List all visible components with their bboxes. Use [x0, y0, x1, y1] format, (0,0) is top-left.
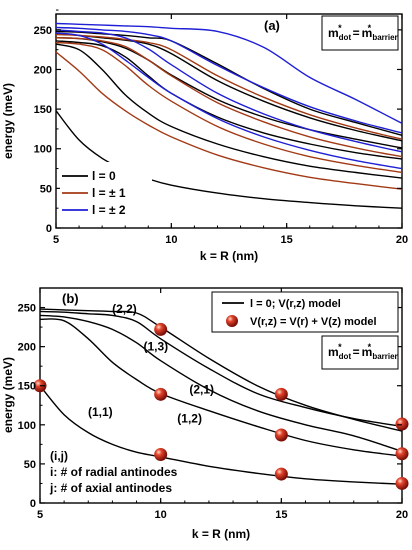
legend-a-label-2: l = ± 2 — [92, 203, 126, 217]
panel-a-curve-11 — [55, 29, 403, 153]
panel-b-note: (i,j) i: # of radial antinodes j: # of a… — [49, 449, 178, 495]
mass-box-m2: m — [362, 26, 373, 40]
mass-box-frame — [321, 15, 399, 51]
data-point-marker — [154, 322, 168, 336]
panel-b-ylabel: energy (meV) — [1, 357, 15, 433]
legend-b-swatch-marker — [226, 315, 238, 327]
mass-box-eq: = — [353, 26, 360, 40]
y-tick-label: 200 — [34, 64, 52, 76]
panel-a-curve-9 — [55, 33, 403, 140]
mass-box-b-sub2: barrier — [372, 352, 397, 361]
curve-label-4: (1,1) — [88, 405, 113, 419]
mass-box-b-frame — [321, 335, 399, 370]
panel-a-curve-12 — [55, 26, 403, 134]
note-line-2: i: # of radial antinodes — [50, 465, 178, 479]
panel-a-curve-10 — [55, 32, 403, 170]
panel-a-curves — [55, 22, 403, 209]
panel-b-markers — [33, 322, 409, 490]
y-tick-label: 200 — [18, 342, 36, 354]
legend-a-label-1: l = ± 1 — [92, 186, 126, 200]
mass-box-star1: * — [338, 23, 342, 33]
y-tick-label: 100 — [34, 144, 52, 156]
mass-box-b-star2: * — [368, 342, 372, 352]
legend-a-label-0: l = 0 — [92, 169, 116, 183]
panel-b-annotations: (2,2) (1,3) (2,1) (1,2) (1,1) — [88, 302, 214, 425]
panel-a-ylabel: energy (meV) — [1, 83, 15, 159]
panel-a-curve-7 — [55, 41, 403, 174]
mass-box-m1: m — [328, 26, 339, 40]
mass-box-text: mdot* = mbarrier* — [328, 23, 398, 42]
curve-label-1: (1,3) — [143, 340, 168, 354]
legend-b-label-1: V(r,z) = V(r) + V(z) model — [250, 316, 377, 328]
data-point-marker — [274, 467, 288, 481]
x-tick-label: 20 — [396, 509, 408, 521]
y-tick-label: 250 — [18, 303, 36, 315]
panel-a-curve-8 — [55, 37, 403, 158]
data-point-marker — [154, 387, 168, 401]
curve-label-3: (1,2) — [177, 411, 202, 425]
mass-box-b-star1: * — [338, 342, 342, 352]
panel-b-legend: l = 0; V(r,z) model V(r,z) = V(r) + V(z) … — [211, 291, 399, 333]
panel-b-curve-2 — [39, 314, 403, 453]
note-line-3: j: # of axial antinodes — [49, 481, 172, 495]
legend-b-label-0: l = 0; V(r,z) model — [250, 298, 341, 310]
data-point-marker — [274, 428, 288, 442]
mass-box-b-sub1: dot — [339, 352, 352, 361]
panel-a-mass-box: mdot* = mbarrier* — [321, 15, 399, 51]
panel-b-curve-3 — [39, 310, 403, 428]
panel-b-frame — [39, 287, 403, 504]
y-tick-label: 50 — [40, 183, 52, 195]
y-tick-label: 150 — [34, 104, 52, 116]
y-tick-label: 0 — [46, 223, 52, 235]
panel-b-curves — [39, 308, 403, 485]
mass-box-b-m2: m — [362, 345, 373, 359]
y-tick-label: 0 — [30, 498, 36, 510]
mass-box-b-eq: = — [353, 345, 360, 359]
panel-a-curve-1 — [55, 43, 403, 179]
x-tick-label: 15 — [275, 509, 287, 521]
x-tick-label: 10 — [155, 509, 167, 521]
panel-b-mass-box: mdot* = mbarrier* — [321, 335, 399, 370]
panel-b-xlabel: k = R (nm) — [192, 527, 250, 541]
data-point-marker — [395, 476, 409, 490]
y-tick-label: 100 — [18, 420, 36, 432]
y-tick-label: 250 — [34, 25, 52, 37]
y-tick-label: 150 — [18, 381, 36, 393]
panel-a-curve-0 — [55, 110, 403, 209]
mass-box-b-m1: m — [328, 345, 339, 359]
mass-box-b-text: mdot* = mbarrier* — [328, 342, 398, 361]
y-tick-label: 50 — [24, 459, 36, 471]
legend-b-frame — [211, 291, 399, 333]
x-tick-label: 10 — [165, 234, 177, 246]
panel-a-legend-bg — [60, 162, 152, 214]
curve-label-0: (2,2) — [112, 302, 137, 316]
panel-a-curve-13 — [55, 22, 403, 125]
mass-box-sub2: barrier — [372, 33, 397, 42]
data-point-marker — [395, 417, 409, 431]
data-point-marker — [395, 447, 409, 461]
mass-box-star2: * — [368, 23, 372, 33]
note-line-1: (i,j) — [50, 449, 68, 463]
x-tick-label: 5 — [37, 509, 43, 521]
panel-a-label: (a) — [264, 18, 280, 33]
data-point-marker — [154, 448, 168, 462]
panel-a-curve-2 — [55, 40, 403, 160]
curve-label-2: (2,1) — [189, 383, 214, 397]
x-tick-label: 5 — [53, 234, 59, 246]
panel-a-curve-6 — [55, 51, 403, 190]
x-tick-label: 15 — [281, 234, 293, 246]
panel-a-xlabel: k = R (nm) — [200, 249, 258, 263]
panel-a-frame — [55, 13, 403, 229]
panel-b-label: (b) — [62, 291, 79, 306]
data-point-marker — [274, 387, 288, 401]
panel-a-legend: l = 0 l = ± 1 l = ± 2 — [60, 162, 152, 217]
mass-box-sub1: dot — [339, 33, 352, 42]
x-tick-label: 20 — [396, 234, 408, 246]
